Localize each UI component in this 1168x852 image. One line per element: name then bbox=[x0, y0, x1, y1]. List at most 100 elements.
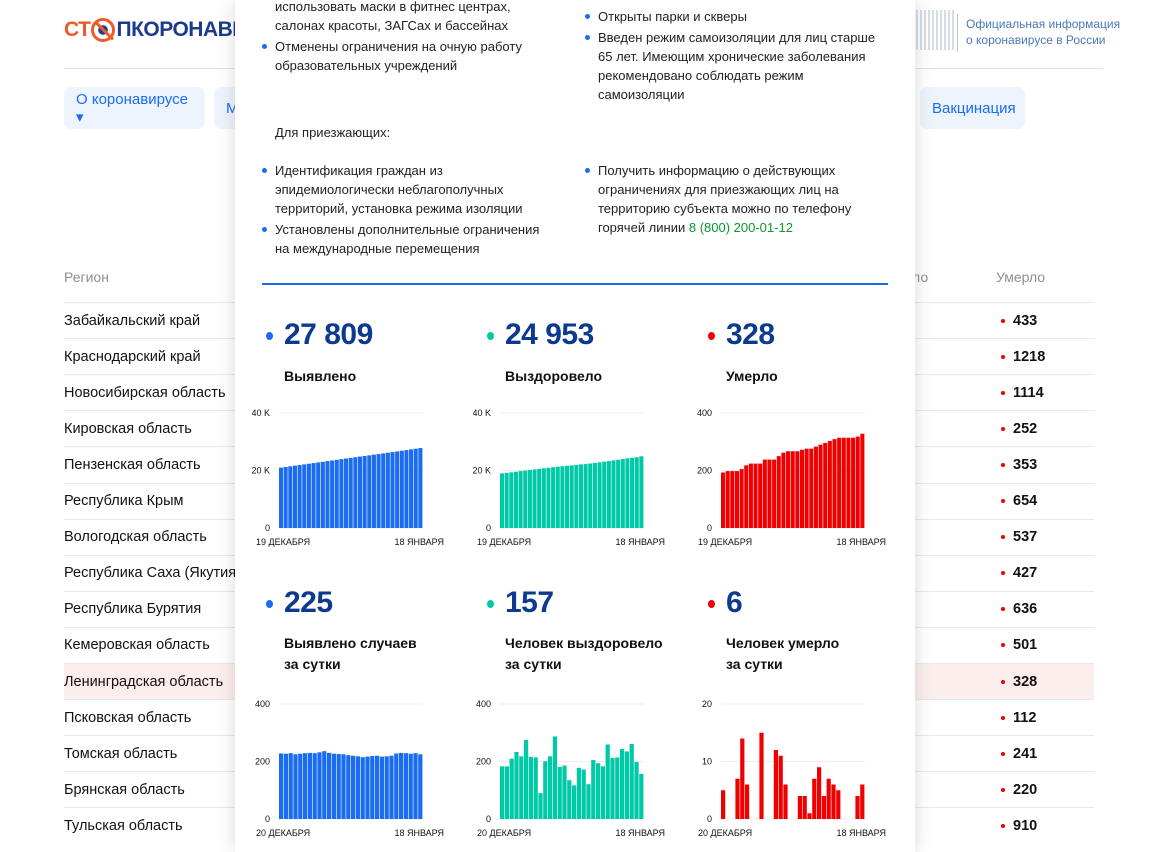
bar[interactable] bbox=[331, 753, 336, 819]
bar[interactable] bbox=[325, 461, 330, 528]
nav-about-coronavirus[interactable]: О коронавирусе ▾ bbox=[64, 87, 205, 129]
bar[interactable] bbox=[322, 751, 327, 819]
bar[interactable] bbox=[600, 766, 605, 819]
bar[interactable] bbox=[560, 466, 565, 528]
bar[interactable] bbox=[583, 464, 588, 528]
bar[interactable] bbox=[298, 753, 303, 819]
bar[interactable] bbox=[790, 451, 795, 528]
bar[interactable] bbox=[586, 784, 591, 819]
bar[interactable] bbox=[404, 450, 409, 528]
bar[interactable] bbox=[418, 754, 423, 819]
bar[interactable] bbox=[504, 766, 509, 819]
bar[interactable] bbox=[562, 765, 567, 819]
bar[interactable] bbox=[721, 790, 726, 819]
bar[interactable] bbox=[826, 778, 831, 819]
bar[interactable] bbox=[293, 754, 298, 819]
column-header-region[interactable]: Регион bbox=[64, 269, 109, 285]
bar[interactable] bbox=[837, 437, 842, 528]
bar[interactable] bbox=[786, 451, 791, 528]
bar[interactable] bbox=[548, 756, 553, 819]
bar[interactable] bbox=[379, 756, 384, 819]
bar[interactable] bbox=[389, 755, 394, 819]
bar[interactable] bbox=[288, 466, 293, 528]
bar[interactable] bbox=[605, 744, 610, 819]
bar[interactable] bbox=[306, 463, 311, 528]
bar[interactable] bbox=[283, 466, 288, 528]
bar[interactable] bbox=[846, 437, 851, 528]
official-info-link[interactable]: Официальная информация о коронавирусе в … bbox=[966, 17, 1121, 47]
bar[interactable] bbox=[578, 464, 584, 528]
bar[interactable] bbox=[370, 756, 375, 819]
bar[interactable] bbox=[330, 460, 335, 528]
bar[interactable] bbox=[841, 437, 846, 528]
bar[interactable] bbox=[812, 778, 817, 819]
bar[interactable] bbox=[339, 459, 344, 528]
stopcoronavirus-logo[interactable]: СТ ПКОРОНАВИ bbox=[64, 18, 247, 42]
bar[interactable] bbox=[302, 464, 307, 528]
bar[interactable] bbox=[799, 449, 805, 528]
bar[interactable] bbox=[344, 458, 349, 528]
bar[interactable] bbox=[821, 796, 826, 819]
bar[interactable] bbox=[634, 762, 639, 819]
bar[interactable] bbox=[860, 784, 865, 820]
bar[interactable] bbox=[629, 743, 634, 819]
bar[interactable] bbox=[804, 448, 809, 528]
bar[interactable] bbox=[836, 790, 841, 819]
bar[interactable] bbox=[513, 471, 518, 528]
bar[interactable] bbox=[552, 736, 557, 819]
bar[interactable] bbox=[565, 465, 570, 528]
bar[interactable] bbox=[541, 468, 546, 528]
bar[interactable] bbox=[514, 752, 519, 819]
bar[interactable] bbox=[745, 784, 750, 820]
bar[interactable] bbox=[778, 755, 783, 819]
bar[interactable] bbox=[734, 471, 739, 528]
bar[interactable] bbox=[748, 463, 753, 528]
bar[interactable] bbox=[802, 796, 807, 819]
bar[interactable] bbox=[297, 465, 302, 528]
bar[interactable] bbox=[355, 756, 360, 819]
bar[interactable] bbox=[620, 459, 625, 528]
bar[interactable] bbox=[725, 471, 730, 528]
bar[interactable] bbox=[591, 760, 596, 819]
bar[interactable] bbox=[346, 755, 351, 819]
bar[interactable] bbox=[303, 753, 308, 819]
bar[interactable] bbox=[348, 457, 353, 528]
bar[interactable] bbox=[312, 753, 317, 819]
bar[interactable] bbox=[596, 763, 601, 819]
bar[interactable] bbox=[524, 739, 529, 819]
bar[interactable] bbox=[576, 767, 581, 819]
bar[interactable] bbox=[537, 468, 542, 528]
bar[interactable] bbox=[823, 442, 828, 528]
bar[interactable] bbox=[519, 756, 524, 819]
bar[interactable] bbox=[394, 753, 399, 819]
bar[interactable] bbox=[855, 796, 860, 819]
bar[interactable] bbox=[395, 451, 400, 528]
bar[interactable] bbox=[533, 757, 538, 819]
bar[interactable] bbox=[413, 753, 418, 819]
bar[interactable] bbox=[783, 784, 788, 820]
bar[interactable] bbox=[543, 761, 548, 819]
bar[interactable] bbox=[327, 752, 332, 819]
bar[interactable] bbox=[630, 457, 635, 528]
bar[interactable] bbox=[403, 753, 408, 819]
bar[interactable] bbox=[818, 444, 823, 528]
column-header-deaths[interactable]: Умерло bbox=[996, 269, 1046, 285]
bar[interactable] bbox=[500, 766, 505, 819]
bar[interactable] bbox=[581, 769, 586, 819]
bar[interactable] bbox=[509, 758, 514, 819]
bar[interactable] bbox=[615, 757, 620, 819]
bar[interactable] bbox=[797, 796, 802, 819]
bar[interactable] bbox=[759, 732, 764, 819]
bar[interactable] bbox=[832, 439, 837, 528]
bar[interactable] bbox=[408, 753, 413, 819]
bar[interactable] bbox=[616, 459, 621, 528]
bar[interactable] bbox=[739, 469, 744, 528]
bar[interactable] bbox=[574, 464, 579, 528]
bar[interactable] bbox=[592, 462, 597, 528]
bar[interactable] bbox=[288, 753, 293, 819]
bar[interactable] bbox=[620, 749, 625, 819]
bar[interactable] bbox=[597, 462, 602, 528]
bar[interactable] bbox=[384, 756, 389, 819]
bar[interactable] bbox=[567, 780, 572, 819]
bar[interactable] bbox=[528, 756, 533, 819]
